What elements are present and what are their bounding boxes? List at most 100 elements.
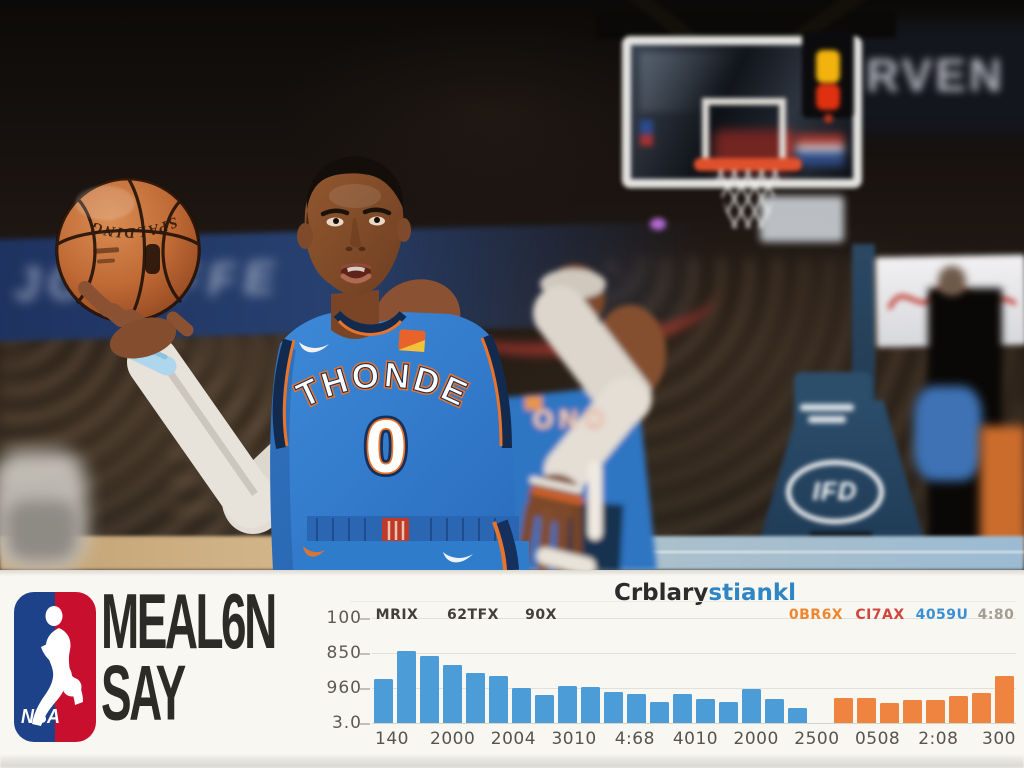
chart-top-rule: [350, 601, 1016, 602]
chart-top-label: 90X: [525, 607, 557, 623]
stanchion-small-text: [800, 404, 854, 411]
chart-bar: [787, 708, 808, 723]
arena-photo: JOV IFFE RVEN: [0, 0, 1024, 570]
x-tick-label: 2004: [490, 729, 537, 749]
court-line: [620, 551, 1024, 553]
chart-bar: [833, 697, 854, 723]
banner-right-backdrop: [845, 22, 1024, 134]
shot-clock-red-light: [816, 84, 840, 110]
x-tick-label: 2500: [794, 729, 840, 749]
purple-light: [650, 218, 666, 230]
legend-item: 4:80: [977, 607, 1015, 623]
shorts: [301, 541, 529, 570]
chart-bar: [557, 686, 578, 723]
chart-bar: [764, 698, 785, 723]
y-tick-label: 3.0: [331, 713, 362, 733]
chart-bar: [626, 693, 647, 723]
scoreboard-screen: [760, 196, 844, 242]
chart-plot: [360, 618, 1016, 725]
jersey-number-outline: 0: [365, 405, 406, 488]
legend-item: 0BR6X: [788, 607, 844, 623]
chart-top-label: MRIX: [375, 607, 419, 623]
chart-title-dark: Crblary: [613, 580, 709, 606]
shot-clock-yellow-light: [816, 50, 840, 83]
x-tick-label: 4:68: [614, 729, 655, 749]
x-tick-label: 0508: [854, 729, 901, 749]
chart-bar: [994, 675, 1015, 723]
standing-person-blue-shirt: [914, 386, 982, 481]
chart-bar: [718, 702, 739, 723]
nba-logo-silhouette: [32, 606, 83, 726]
chart-bar: [488, 675, 509, 723]
nike-swoosh: [299, 342, 329, 353]
chart-bar: [419, 655, 440, 723]
basketball: SPALDING: [55, 177, 201, 323]
wordmark-line2: SAY: [101, 649, 186, 737]
gridline: [372, 653, 1016, 654]
chart-bar: [856, 697, 877, 723]
ball-nba-logo: [145, 244, 160, 274]
y-tick-label: 960: [326, 678, 362, 698]
x-tick-label: 300: [982, 729, 1016, 749]
nba-logo: NBA: [14, 592, 96, 742]
chart-bar: [534, 694, 555, 723]
y-tick-label: 850: [326, 643, 362, 663]
chart-title: Crblarystiankl: [545, 580, 865, 606]
stats-panel: NBA MEAL6N SAY Crblarystiankl 100 850 960 3…: [0, 570, 1024, 768]
x-tick-label: 2000: [430, 729, 476, 749]
shot-clock-dot: [824, 114, 833, 123]
chart-bar: [580, 687, 601, 723]
axis-tick: [360, 723, 370, 725]
jersey: [270, 312, 516, 570]
chart-bar: [442, 665, 463, 723]
chart-bar: [603, 691, 624, 723]
chart-bar: [465, 672, 486, 723]
gridline: [372, 723, 1016, 724]
flag-blur: [796, 134, 844, 166]
x-tick-label: 140: [375, 729, 409, 749]
gridline: [372, 618, 1016, 619]
shorts-waistband: [307, 516, 519, 543]
chart-top-label: 62TFX: [447, 607, 499, 623]
stanchion-logo: IFD: [786, 460, 884, 524]
chart-bar: [396, 650, 417, 723]
chart-bar: [925, 699, 946, 723]
panel-top-shadow: [0, 570, 1024, 576]
x-tick-label: 4010: [672, 729, 719, 749]
players-illustration: ONO: [55, 118, 666, 570]
backboard-assembly: [622, 36, 862, 228]
chart-bar: [971, 692, 992, 723]
legend-item: 4059U: [915, 607, 969, 623]
courtside-blur: [6, 500, 78, 562]
main-player: THONDER THONDER 0 0: [55, 118, 529, 570]
nba-logo-text: NBA: [21, 706, 61, 728]
legend-item: CI7AX: [855, 607, 905, 623]
chart-bar: [741, 689, 762, 723]
wordmark-line1: MEAL6N: [101, 577, 277, 665]
chart-bar: [695, 698, 716, 723]
jersey-sponsor-patch: [398, 329, 426, 352]
stanchion-small-text2: [808, 416, 846, 423]
player-behind-jersey-text: ONO: [533, 404, 610, 434]
x-tick-label: 2:08: [918, 729, 959, 749]
gridline: [372, 688, 1016, 689]
x-tick-label: 3010: [551, 729, 597, 749]
chart-bar: [672, 693, 693, 723]
y-tick-label: 100: [326, 608, 362, 628]
chart-bar: [649, 702, 670, 723]
axis-tick: [360, 688, 370, 690]
backboard-nba-decal: [640, 120, 653, 146]
player-head: [304, 162, 404, 296]
chart-bar: [511, 688, 532, 723]
axis-tick: [360, 653, 370, 655]
basketball-rim: [694, 158, 802, 171]
chart-bar: [373, 678, 394, 723]
brand-wordmark: MEAL6N SAY: [101, 577, 277, 737]
panel-bottom-band: [0, 756, 1024, 768]
chart-bar: [879, 703, 900, 723]
axis-tick: [360, 618, 370, 620]
shorts-swoosh: [443, 552, 473, 563]
x-tick-label: 2000: [733, 729, 779, 749]
person-head: [938, 266, 966, 296]
